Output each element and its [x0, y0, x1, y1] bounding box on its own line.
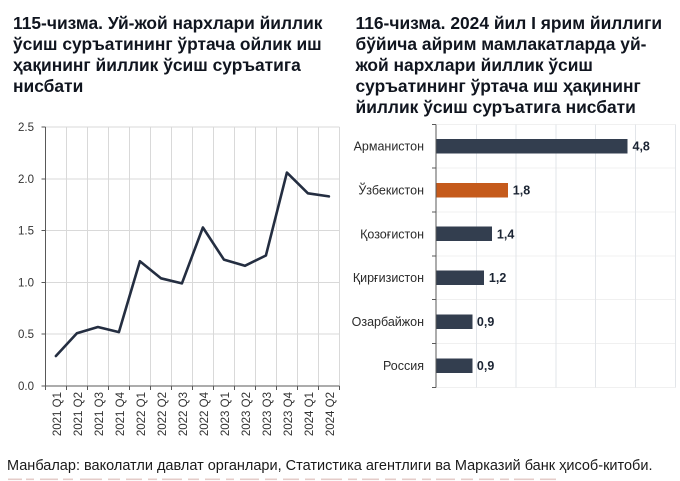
svg-text:2021 Q3: 2021 Q3	[94, 392, 106, 436]
svg-text:2021 Q4: 2021 Q4	[115, 391, 127, 436]
svg-text:1.5: 1.5	[18, 226, 34, 238]
svg-text:Қозоғистон: Қозоғистон	[360, 227, 424, 241]
svg-text:1.0: 1.0	[18, 277, 34, 289]
svg-text:Россия: Россия	[383, 359, 424, 373]
svg-text:2023 Q2: 2023 Q2	[241, 392, 253, 436]
svg-text:2023 Q4: 2023 Q4	[283, 391, 295, 436]
svg-text:Арманистон: Арманистон	[354, 140, 425, 154]
svg-text:Қирғизистон: Қирғизистон	[353, 271, 424, 285]
svg-text:2024 Q1: 2024 Q1	[304, 392, 316, 436]
svg-text:2023 Q3: 2023 Q3	[262, 392, 274, 436]
svg-text:2.5: 2.5	[18, 122, 34, 134]
svg-text:0,9: 0,9	[477, 359, 494, 373]
svg-text:2.0: 2.0	[18, 174, 34, 186]
svg-text:Ўзбекистон: Ўзбекистон	[358, 182, 424, 197]
svg-text:0.0: 0.0	[18, 381, 34, 393]
svg-text:2024 Q2: 2024 Q2	[325, 392, 337, 436]
svg-text:1,8: 1,8	[513, 183, 530, 197]
svg-text:2021 Q1: 2021 Q1	[52, 392, 64, 436]
svg-text:1,4: 1,4	[497, 227, 514, 241]
svg-text:2022 Q2: 2022 Q2	[157, 392, 169, 436]
svg-text:0,9: 0,9	[477, 315, 494, 329]
svg-text:2021 Q2: 2021 Q2	[73, 392, 85, 436]
svg-text:1,2: 1,2	[489, 271, 506, 285]
svg-text:Озарбайжон: Озарбайжон	[352, 315, 424, 329]
svg-text:2022 Q3: 2022 Q3	[178, 392, 190, 436]
svg-text:2022 Q4: 2022 Q4	[199, 391, 211, 436]
svg-text:2022 Q1: 2022 Q1	[136, 392, 148, 436]
svg-text:0.5: 0.5	[18, 329, 34, 341]
svg-text:4,8: 4,8	[633, 140, 650, 154]
svg-text:2023 Q1: 2023 Q1	[220, 392, 232, 436]
